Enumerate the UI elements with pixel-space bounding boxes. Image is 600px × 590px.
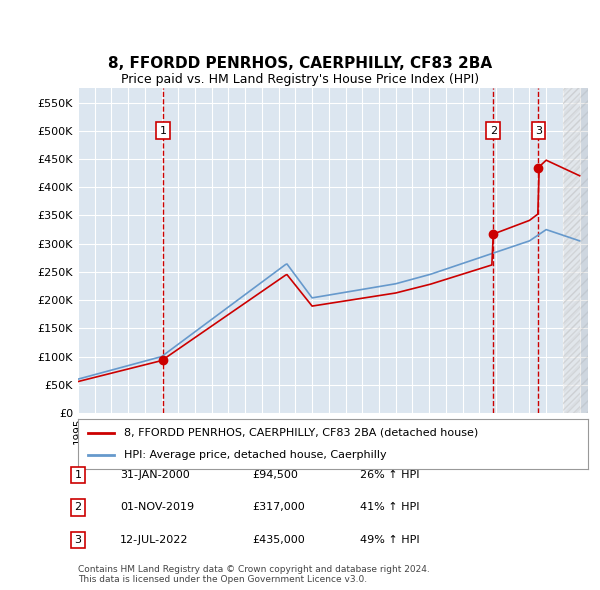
Text: £435,000: £435,000	[252, 535, 305, 545]
Text: 2: 2	[490, 126, 497, 136]
Text: 31-JAN-2000: 31-JAN-2000	[120, 470, 190, 480]
Text: 26% ↑ HPI: 26% ↑ HPI	[360, 470, 419, 480]
Text: 1: 1	[160, 126, 166, 136]
Text: 01-NOV-2019: 01-NOV-2019	[120, 503, 194, 512]
Text: £317,000: £317,000	[252, 503, 305, 512]
Text: 49% ↑ HPI: 49% ↑ HPI	[360, 535, 419, 545]
Text: 3: 3	[535, 126, 542, 136]
Text: 12-JUL-2022: 12-JUL-2022	[120, 535, 188, 545]
Text: 8, FFORDD PENRHOS, CAERPHILLY, CF83 2BA: 8, FFORDD PENRHOS, CAERPHILLY, CF83 2BA	[108, 56, 492, 71]
Text: 1: 1	[74, 470, 82, 480]
Text: HPI: Average price, detached house, Caerphilly: HPI: Average price, detached house, Caer…	[124, 450, 386, 460]
Text: 2: 2	[74, 503, 82, 512]
Text: Price paid vs. HM Land Registry's House Price Index (HPI): Price paid vs. HM Land Registry's House …	[121, 73, 479, 86]
Text: £94,500: £94,500	[252, 470, 298, 480]
Text: 41% ↑ HPI: 41% ↑ HPI	[360, 503, 419, 512]
Text: 8, FFORDD PENRHOS, CAERPHILLY, CF83 2BA (detached house): 8, FFORDD PENRHOS, CAERPHILLY, CF83 2BA …	[124, 428, 478, 438]
Text: Contains HM Land Registry data © Crown copyright and database right 2024.
This d: Contains HM Land Registry data © Crown c…	[78, 565, 430, 584]
Text: 3: 3	[74, 535, 82, 545]
